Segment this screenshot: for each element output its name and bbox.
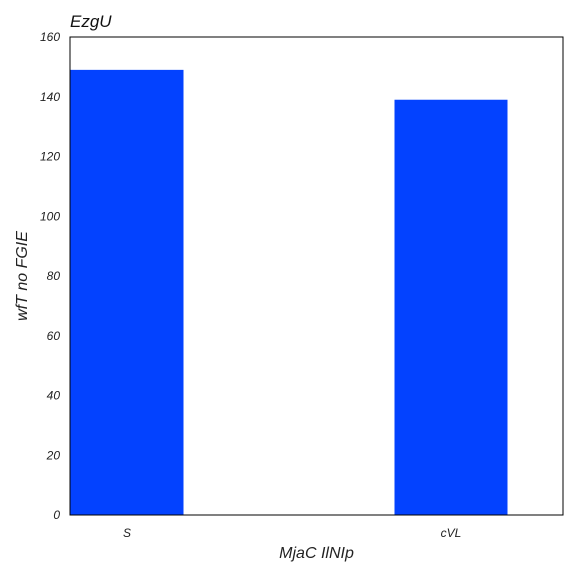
y-tick-label: 80 <box>47 269 61 283</box>
y-tick-label: 20 <box>46 448 61 462</box>
chart-title: EzgU <box>70 12 112 31</box>
bars-group <box>70 69 508 516</box>
y-tick-label: 40 <box>47 389 61 403</box>
bar-cVL <box>394 99 508 516</box>
bar-S <box>70 69 184 516</box>
y-tick-label: 60 <box>47 329 61 343</box>
y-axis-ticks: 0 20 40 60 80 100 120 140 160 <box>40 30 60 522</box>
x-tick-label: S <box>123 526 131 540</box>
y-tick-label: 0 <box>53 508 60 522</box>
y-axis-label: wfT no FGIE <box>14 231 31 321</box>
plot-frame <box>69 36 564 516</box>
x-tick-label: cVL <box>441 526 462 540</box>
y-tick-label: 160 <box>40 30 60 44</box>
y-tick-label: 100 <box>40 209 60 223</box>
x-axis-label: MjaC IlNIp <box>279 545 354 562</box>
y-tick-label: 120 <box>40 150 60 164</box>
y-tick-label: 140 <box>40 90 60 104</box>
